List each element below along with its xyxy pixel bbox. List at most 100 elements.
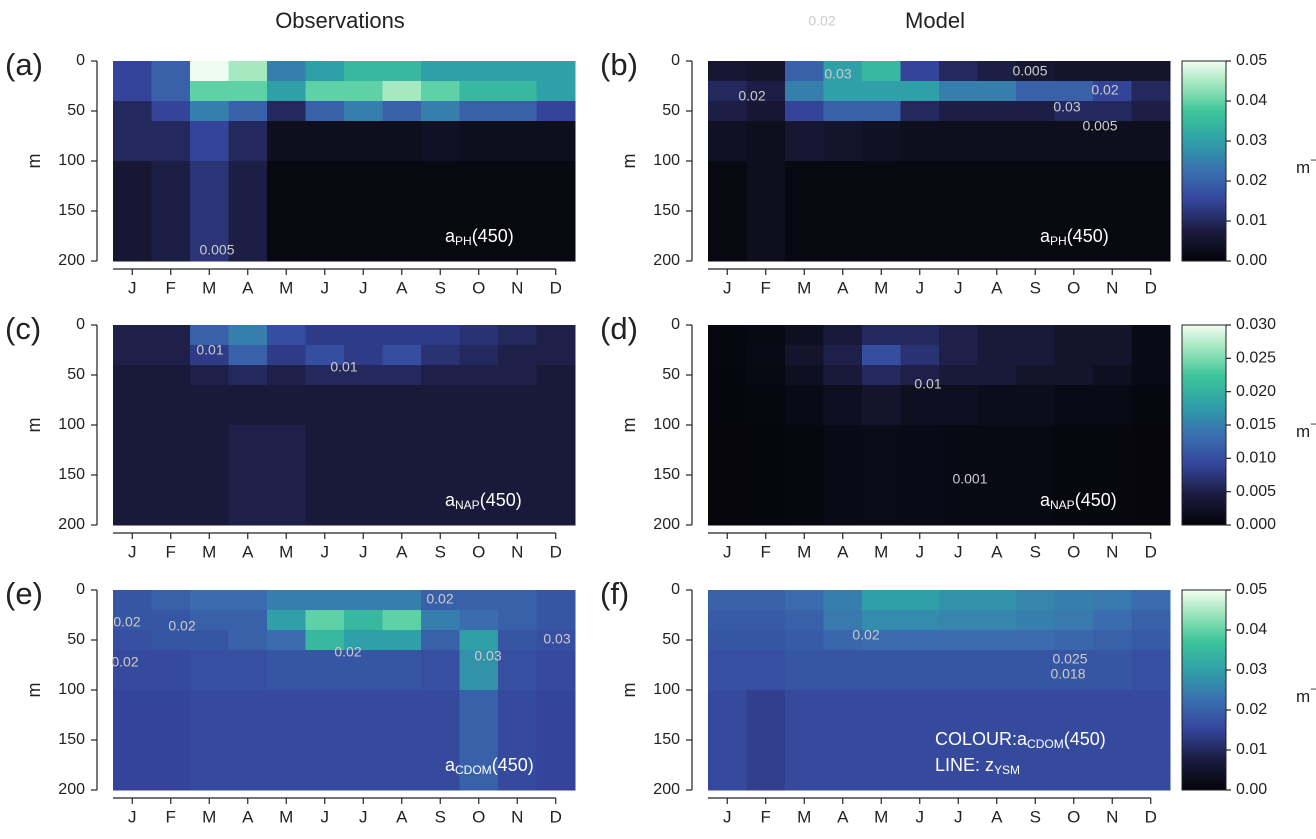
colorbar-step [1182, 131, 1226, 134]
heatmap-cell [536, 590, 576, 611]
heatmap-cell [746, 365, 786, 386]
heatmap-cell [708, 101, 747, 122]
heatmap-cell [228, 161, 268, 262]
heatmap-cell [939, 345, 978, 366]
heatmap-cell [1093, 161, 1132, 262]
heatmap-cell [1131, 590, 1171, 611]
heatmap-cell [785, 161, 824, 262]
colorbar-step [1182, 608, 1226, 611]
colorbar-step [1182, 381, 1226, 384]
heatmap-cell [1016, 690, 1055, 791]
colorbar-step [1182, 373, 1226, 376]
y-tick-label: 150 [653, 466, 680, 483]
colorbar-step [1182, 385, 1226, 388]
colorbar-step [1182, 684, 1226, 687]
heatmap-cell [1093, 385, 1132, 426]
x-tick-label: N [511, 807, 523, 826]
panel-label: (d) [600, 311, 638, 346]
colorbar-step [1182, 517, 1226, 520]
heatmap-cell [536, 610, 576, 631]
heatmap-cell [785, 690, 824, 791]
heatmap-cell [151, 650, 191, 691]
heatmap-cell [900, 325, 940, 346]
heatmap-cell [459, 365, 499, 386]
heatmap-cell [113, 690, 152, 791]
x-tick-label: J [359, 542, 368, 561]
heatmap-cell [267, 61, 306, 82]
colorbar-step [1182, 165, 1226, 168]
heatmap-cell [228, 630, 268, 651]
heatmap-cell [536, 345, 576, 366]
heatmap-cell [1016, 61, 1055, 82]
heatmap-cell [823, 365, 863, 386]
colorbar-step [1182, 169, 1226, 172]
heatmap-cell [1016, 365, 1055, 386]
heatmap-cell [785, 365, 824, 386]
x-tick-label: S [435, 542, 446, 561]
colorbar-step [1182, 471, 1226, 474]
annotation-part: (450) [472, 226, 514, 246]
colorbar-step [1182, 391, 1226, 394]
x-tick-label: O [472, 542, 485, 561]
heatmap-cell [746, 101, 786, 122]
colorbar-step [1182, 509, 1226, 512]
colorbar-step [1182, 742, 1226, 745]
x-tick-label: J [954, 278, 963, 297]
heatmap-cell [708, 81, 747, 102]
colorbar-step [1182, 229, 1226, 232]
y-tick-label: 50 [662, 366, 680, 383]
heatmap-cell [900, 81, 940, 102]
panel-label: (e) [5, 576, 43, 611]
annotation: aPH(450) [445, 226, 514, 248]
colorbar-step [1182, 688, 1226, 691]
heatmap-cell [708, 365, 747, 386]
colorbar-step [1182, 341, 1226, 344]
colorbar-step [1182, 493, 1226, 496]
heatmap-cell [939, 385, 978, 426]
colorbar-step [1182, 173, 1226, 176]
colorbar-step [1182, 255, 1226, 258]
heatmap-cell [536, 650, 576, 691]
heatmap-cell [421, 690, 460, 791]
colorbar-step [1182, 473, 1226, 476]
heatmap-cell [1054, 345, 1094, 366]
colorbar-step [1182, 363, 1226, 366]
heatmap-cell [977, 630, 1017, 651]
colorbar-step [1182, 145, 1226, 148]
colorbar-step [1182, 163, 1226, 166]
heatmap-cell [498, 365, 537, 386]
x-tick-label: M [279, 278, 293, 297]
colorbar-step [1182, 345, 1226, 348]
colorbar-step [1182, 61, 1226, 64]
heatmap-cell [900, 425, 940, 526]
contour-label: 0.01 [914, 376, 941, 392]
heatmap-cell [382, 161, 422, 262]
unit-base: m [1296, 158, 1310, 177]
colorbar-step [1182, 137, 1226, 140]
colorbar-step [1182, 417, 1226, 420]
heatmap-cell [939, 650, 978, 691]
heatmap-cell [785, 345, 824, 366]
colorbar-step [1182, 662, 1226, 665]
heatmap-cell [823, 385, 863, 426]
heatmap-cell [823, 590, 863, 611]
colorbar-tick-label: 0.03 [1236, 661, 1267, 678]
colorbar-step [1182, 415, 1226, 418]
colorbar-step [1182, 339, 1226, 342]
heatmap-cell [344, 61, 383, 82]
heatmap-cell [151, 121, 191, 162]
colorbar-step [1182, 463, 1226, 466]
colorbar-step [1182, 459, 1226, 462]
colorbar-step [1182, 481, 1226, 484]
heatmap-cell [421, 121, 460, 162]
colorbar-step [1182, 357, 1226, 360]
heatmap-cell [536, 61, 576, 82]
heatmap-cell [746, 425, 786, 526]
contour-label: 0.018 [1050, 666, 1085, 682]
x-tick-label: O [1067, 278, 1080, 297]
colorbar-step [1182, 746, 1226, 749]
colorbar-step [1182, 606, 1226, 609]
colorbar-step [1182, 670, 1226, 673]
colorbar-tick-label: 0.05 [1236, 52, 1267, 69]
heatmap-cell [305, 81, 345, 102]
